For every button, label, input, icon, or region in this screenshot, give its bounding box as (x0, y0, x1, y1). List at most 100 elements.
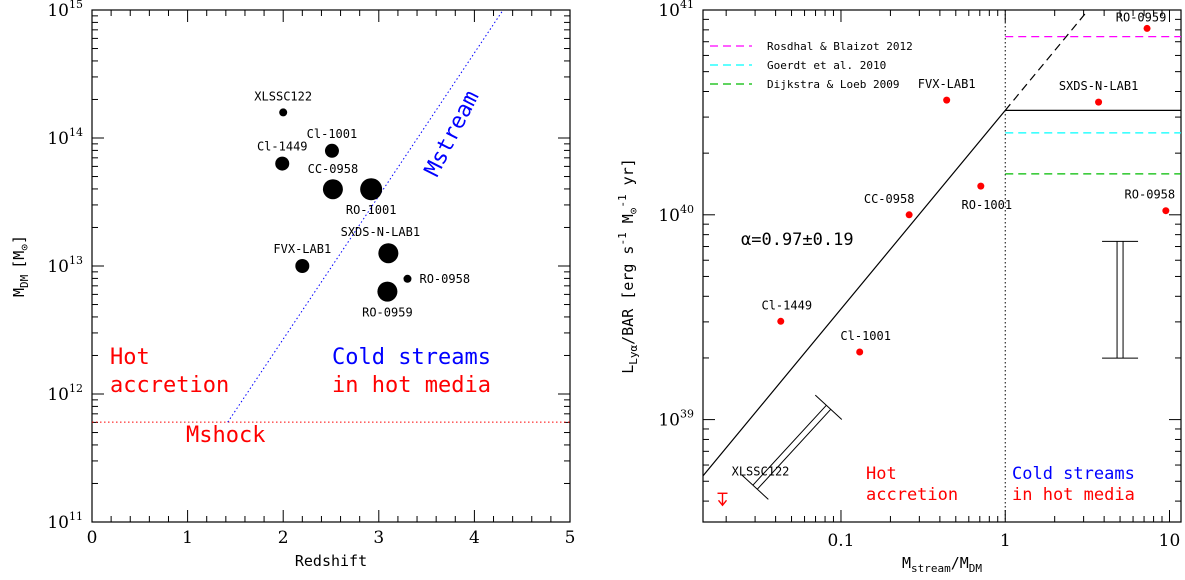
right-y-label-exp1: -1 (616, 232, 629, 245)
mstream-line (227, 9, 504, 423)
right-x-label-main: M (902, 554, 911, 572)
right-point (777, 317, 785, 325)
right-y-tick-label-exp: 41 (680, 0, 694, 11)
right-y-label-end: yr] (619, 158, 637, 194)
right-hot-media-label: in hot media (1012, 485, 1135, 505)
left-y-label-main: M (10, 288, 28, 297)
fit-extrapolation-line (1004, 9, 1089, 111)
right-y-tick-label-base: 10 (658, 411, 680, 431)
right-x-label-sub1: stream (911, 562, 951, 575)
left-y-tick-label-base: 10 (47, 1, 69, 21)
right-point (1162, 207, 1170, 215)
left-y-tick-label: 1013 (47, 254, 83, 277)
left-y-tick-label-exp: 14 (69, 126, 83, 139)
upper-limit-arrow-head (717, 499, 728, 507)
right-plot-frame (702, 9, 1182, 523)
left-point-label: Cl-1449 (257, 140, 308, 154)
left-point (275, 156, 290, 171)
left-point (403, 274, 412, 283)
right-x-axis-label: Mstream/MDM (902, 554, 982, 575)
right-y-tick-label: 1041 (658, 0, 694, 21)
left-x-ticks (91, 10, 571, 522)
right-point-label: RO-0958 (1125, 188, 1176, 202)
right-y-label-rest: /BAR [erg s (619, 246, 637, 345)
fit-slope-label: α=0.97±0.19 (741, 230, 854, 250)
errorbar-diagonal-cap-low (741, 474, 769, 500)
right-x-label-sub2: DM (969, 562, 983, 575)
right-point (943, 96, 951, 104)
left-y-tick-label-exp: 15 (69, 0, 83, 11)
left-y-tick-label: 1015 (47, 0, 83, 21)
right-y-label-sun: ⊙ (627, 208, 640, 215)
legend-label: Rosdhal & Blaizot 2012 (767, 40, 913, 53)
mshock-label: Mshock (186, 423, 265, 448)
left-x-tick-label: 5 (565, 528, 576, 548)
left-hot-media-label: in hot media (332, 373, 491, 398)
right-point-label: Cl-1449 (761, 298, 812, 312)
left-y-axis-label: MDM [M⊙] (10, 235, 31, 297)
left-point-label: RO-1001 (346, 203, 397, 217)
left-point (378, 243, 399, 264)
left-accretion-label: accretion (110, 373, 229, 398)
fit-line (702, 109, 1006, 477)
right-y-tick-label: 1040 (658, 203, 694, 226)
left-x-tick-label: 4 (469, 528, 480, 548)
right-y-tick-label-exp: 39 (680, 408, 694, 421)
left-point (295, 259, 310, 273)
legend-label: Goerdt et al. 2010 (767, 59, 886, 72)
right-x-label-slash: /M (951, 554, 969, 572)
left-plot-frame (91, 9, 571, 523)
left-point (322, 179, 343, 200)
right-point (1143, 24, 1151, 32)
errorbar-diagonal-b (752, 404, 827, 486)
left-point-label: RO-0958 (419, 272, 470, 286)
left-point-label: RO-0959 (362, 306, 413, 320)
left-point (279, 108, 288, 117)
right-y-label-exp2: -1 (616, 194, 629, 207)
right-point-label: RO-0959 (1116, 10, 1167, 24)
mstream-label: Mstream (420, 87, 484, 181)
left-y-tick-label-exp: 13 (69, 254, 83, 267)
right-hot-label: Hot (866, 464, 897, 484)
left-y-label-unit: [M (10, 251, 28, 269)
right-y-tick-label: 1039 (658, 408, 694, 431)
left-x-tick-label: 1 (182, 528, 193, 548)
left-y-label-sub: DM (18, 274, 31, 288)
right-x-tick-label: 1 (1000, 531, 1011, 551)
upper-limit-label: XLSSC122 (732, 464, 790, 478)
left-y-tick-label-base: 10 (47, 129, 69, 149)
right-y-ticks (703, 18, 1181, 502)
left-x-tick-label: 3 (373, 528, 384, 548)
left-y-tick-label-base: 10 (47, 257, 69, 277)
left-point-label: XLSSC122 (254, 89, 312, 103)
left-point-label: FVX-LAB1 (273, 242, 331, 256)
left-hot-label: Hot (110, 345, 150, 370)
right-lines (702, 9, 1181, 522)
left-point (360, 178, 383, 201)
right-point (905, 211, 913, 219)
right-points: RO-0959 FVX-LAB1 SXDS-N-LAB1 RO-1001 CC-0958… (717, 10, 1176, 507)
right-y-axis-label: LLyα/BAR [erg s-1 M⊙-1 yr] (616, 158, 640, 374)
right-point-label: SXDS-N-LAB1 (1059, 79, 1138, 93)
left-y-tick-label: 1014 (47, 126, 83, 149)
right-point-label: FVX-LAB1 (918, 77, 976, 91)
left-y-tick-label: 1011 (47, 510, 83, 533)
left-x-tick-label: 2 (278, 528, 289, 548)
right-y-tick-label-base: 10 (658, 1, 680, 21)
right-cold-streams-label: Cold streams (1012, 464, 1135, 484)
left-y-tick-label-exp: 12 (69, 382, 83, 395)
left-y-label-sun: ⊙ (18, 244, 31, 251)
left-x-tick-label: 0 (87, 528, 98, 548)
left-point (377, 281, 398, 302)
left-x-axis-label: Redshift (295, 552, 367, 570)
left-y-tick-label-base: 10 (47, 385, 69, 405)
legend-label: Dijkstra & Loeb 2009 (767, 78, 899, 91)
right-x-ticks (725, 10, 1171, 522)
right-y-label-m: M (619, 214, 637, 232)
right-point (1095, 98, 1103, 106)
